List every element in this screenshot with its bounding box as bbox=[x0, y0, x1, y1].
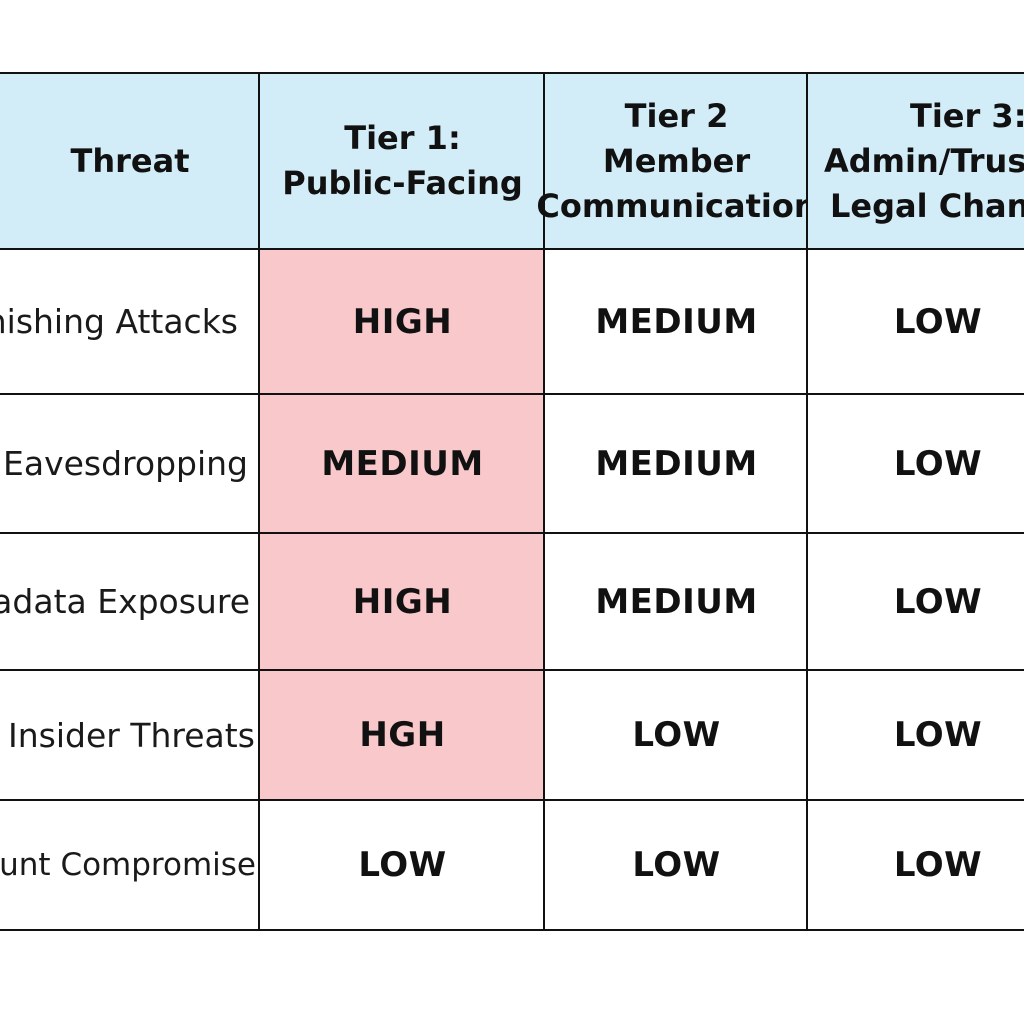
header-tier-2: Tier 2 Member Communication bbox=[536, 73, 817, 249]
row-4-tier-3: LOW bbox=[893, 715, 983, 755]
header-tier-2-line-1: Tier 2 bbox=[624, 96, 729, 135]
row-3-tier-1: HIGH bbox=[260, 533, 545, 670]
row-1-tier-1: HIGH bbox=[260, 249, 545, 394]
header-tier-1: Tier 1: Public-Facing bbox=[260, 73, 545, 249]
header-tier-3: Tier 3: Admin/Trust Legal Channel bbox=[808, 73, 1024, 249]
row-1-tier-3: LOW bbox=[893, 301, 983, 342]
row-3-tier-3: LOW bbox=[893, 581, 983, 622]
row-3-tier-2: MEDIUM bbox=[595, 581, 758, 622]
header-threat-line-1: Threat bbox=[70, 141, 190, 180]
grid-line-row-4 bbox=[0, 799, 1024, 801]
header-tier-3-line-1: Tier 3: bbox=[910, 96, 1024, 135]
grid-line-row-2 bbox=[0, 532, 1024, 534]
row-5-tier-1: LOW bbox=[358, 845, 447, 885]
header-tier-1-line-1: Tier 1: bbox=[344, 119, 461, 157]
header-tier-2-line-3: Communication bbox=[536, 186, 817, 225]
grid-line-row-1 bbox=[0, 393, 1024, 395]
row-2-tier-1: MEDIUM bbox=[260, 394, 545, 533]
row-2-tier-2: MEDIUM bbox=[595, 443, 758, 484]
header-threat: Threat bbox=[0, 73, 260, 249]
row-2-threat: Eavesdropping bbox=[3, 444, 249, 483]
grid-line-header-bottom bbox=[0, 248, 1024, 250]
header-tier-1-line-2: Public-Facing bbox=[282, 164, 523, 202]
row-4-tier-1: HGH bbox=[260, 670, 545, 800]
grid-line-row-3 bbox=[0, 669, 1024, 671]
row-4-threat: Insider Threats bbox=[8, 715, 255, 755]
header-tier-2-line-2: Member bbox=[602, 141, 751, 180]
row-5-threat: Account Compromise bbox=[0, 847, 256, 883]
row-1-tier-2: MEDIUM bbox=[595, 301, 758, 342]
row-2-tier-3: LOW bbox=[893, 443, 983, 484]
grid-line-col-2 bbox=[543, 72, 545, 931]
row-3-threat: Metadata Exposure bbox=[0, 582, 250, 621]
row-1-threat: Phishing Attacks bbox=[0, 302, 238, 341]
grid-line-top bbox=[0, 72, 1024, 74]
header-tier-3-line-2: Admin/Trust bbox=[824, 141, 1024, 180]
row-5-tier-3: LOW bbox=[893, 845, 983, 885]
grid-line-col-1 bbox=[258, 72, 260, 931]
grid-line-bottom bbox=[0, 929, 1024, 931]
row-4-tier-2: LOW bbox=[632, 715, 721, 755]
row-5-tier-2: LOW bbox=[632, 845, 721, 885]
grid-line-col-3 bbox=[806, 72, 808, 931]
header-tier-3-line-3: Legal Channel bbox=[830, 186, 1024, 225]
